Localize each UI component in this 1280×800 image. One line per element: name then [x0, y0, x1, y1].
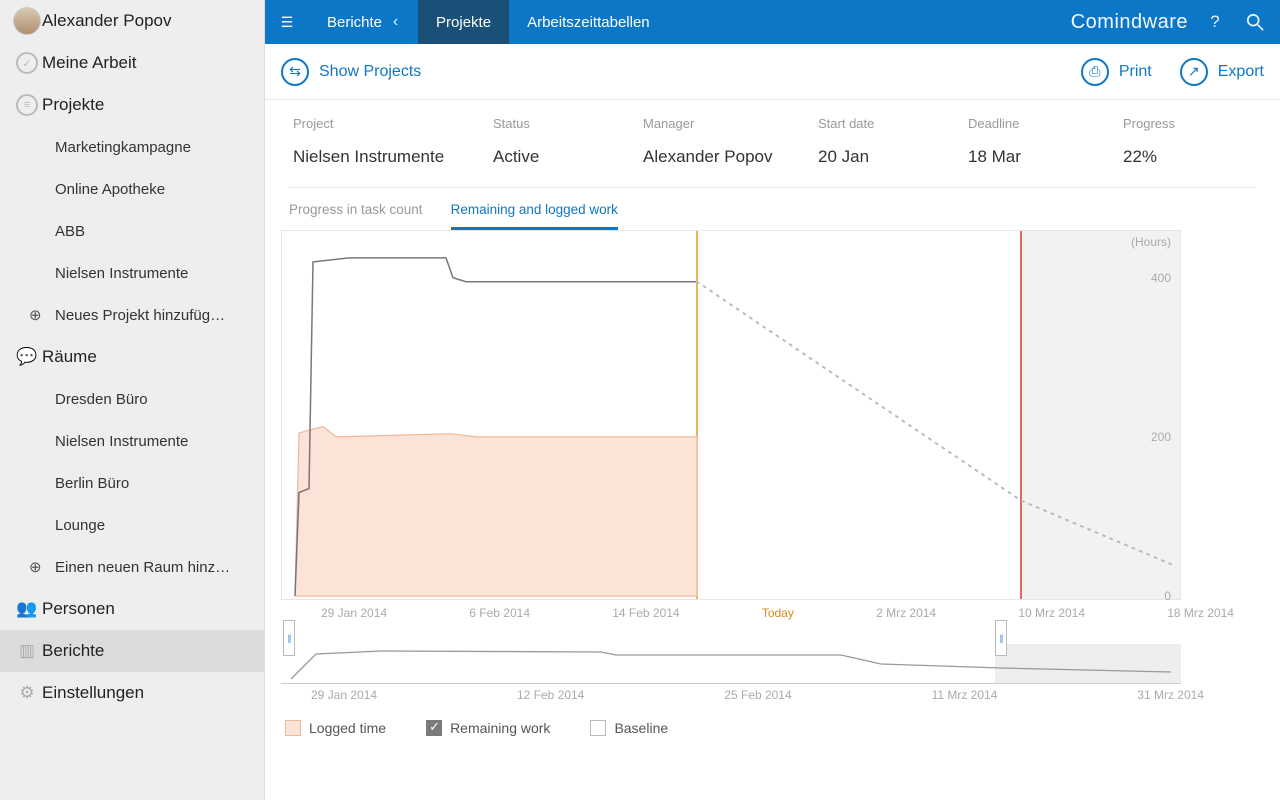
actionbar: ⇆ Show Projects ⎙ Print ↗ Export	[265, 44, 1280, 100]
sidebar-people[interactable]: 👥 Personen	[0, 588, 264, 630]
sidebar-project-item[interactable]: ABB	[0, 210, 264, 252]
sidebar-room-item[interactable]: Nielsen Instrumente	[0, 420, 264, 462]
tab-task-count[interactable]: Progress in task count	[289, 202, 423, 230]
burndown-chart: (Hours) 0 200 400 29 Jan 20146 Feb 201414 F…	[265, 230, 1280, 620]
col-project: Project	[289, 116, 489, 131]
brand-logo: Comindware	[1071, 11, 1188, 34]
chevron-left-icon: ‹	[382, 13, 400, 31]
sidebar-project-item[interactable]: Nielsen Instrumente	[0, 252, 264, 294]
print-button[interactable]: ⎙ Print	[1081, 58, 1152, 86]
sidebar-mywork-label: Meine Arbeit	[42, 53, 137, 73]
topbar-arbeitszeit[interactable]: Arbeitszeittabellen	[509, 0, 668, 44]
swatch-baseline	[590, 720, 606, 736]
list-icon: ≡	[12, 94, 42, 116]
tab-remaining-logged[interactable]: Remaining and logged work	[451, 202, 618, 230]
topbar-projekte[interactable]: Projekte	[418, 0, 509, 44]
sidebar-projects-label: Projekte	[42, 95, 104, 115]
legend-baseline: Baseline	[590, 720, 668, 736]
overview-x-axis: 29 Jan 201412 Feb 201425 Feb 201411 Mrz …	[311, 688, 1204, 702]
sidebar-people-label: Personen	[42, 599, 115, 619]
swatch-logged	[285, 720, 301, 736]
sidebar-rooms[interactable]: 💬 Räume	[0, 336, 264, 378]
sidebar-rooms-label: Räume	[42, 347, 97, 367]
sidebar-room-item[interactable]: Dresden Büro	[0, 378, 264, 420]
people-icon: 👥	[12, 598, 42, 620]
sidebar-settings[interactable]: ⚙ Einstellungen	[0, 672, 264, 714]
col-manager: Manager	[639, 116, 814, 131]
export-icon: ↗	[1180, 58, 1208, 86]
topbar-berichte[interactable]: Berichte ‹	[309, 0, 418, 44]
sidebar-reports[interactable]: ▥ Berichte	[0, 630, 264, 672]
project-table: Project Status Manager Start date Deadli…	[265, 100, 1280, 188]
col-status: Status	[489, 116, 639, 131]
filter-icon: ⇆	[281, 58, 309, 86]
hamburger-icon[interactable]: ☰	[265, 0, 309, 44]
sidebar-mywork[interactable]: ✓ Meine Arbeit	[0, 42, 264, 84]
check-icon: ✓	[12, 52, 42, 74]
sidebar-room-item[interactable]: Berlin Büro	[0, 462, 264, 504]
chart-x-axis: 29 Jan 20146 Feb 201414 Feb 2014Today2 M…	[321, 606, 1234, 620]
legend-remaining: ✓ Remaining work	[426, 720, 550, 736]
svg-text:(Hours): (Hours)	[1131, 235, 1171, 249]
chart-legend: Logged time ✓ Remaining work Baseline	[265, 702, 1280, 736]
sidebar-room-item[interactable]: Lounge	[0, 504, 264, 546]
sidebar-project-add[interactable]: ⊕ Neues Projekt hinzufüg…	[0, 294, 264, 336]
col-progress: Progress	[1119, 116, 1256, 131]
sidebar-room-add[interactable]: ⊕ Einen neuen Raum hinz…	[0, 546, 264, 588]
reports-icon: ▥	[12, 640, 42, 662]
gear-icon: ⚙	[12, 682, 42, 704]
svg-text:0: 0	[1164, 589, 1171, 600]
project-table-header: Project Status Manager Start date Deadli…	[289, 100, 1256, 141]
help-icon[interactable]: ?	[1202, 9, 1228, 35]
sidebar-project-item[interactable]: Marketingkampagne	[0, 126, 264, 168]
plus-icon: ⊕	[29, 558, 51, 576]
sidebar-settings-label: Einstellungen	[42, 683, 144, 703]
search-icon[interactable]	[1242, 9, 1268, 35]
sidebar-user[interactable]: Alexander Popov	[0, 0, 264, 42]
topbar: ☰ Berichte ‹ Projekte Arbeitszeittabelle…	[265, 0, 1280, 44]
overview-handle-left[interactable]: ||	[283, 620, 295, 656]
chart-tabs: Progress in task count Remaining and log…	[265, 188, 1280, 230]
sidebar-projects[interactable]: ≡ Projekte	[0, 84, 264, 126]
svg-text:200: 200	[1151, 430, 1171, 444]
sidebar: Alexander Popov ✓ Meine Arbeit ≡ Projekt…	[0, 0, 265, 800]
print-icon: ⎙	[1081, 58, 1109, 86]
overview-chart: || || 29 Jan 201412 Feb 201425 Feb 20141…	[265, 620, 1280, 702]
sidebar-project-item[interactable]: Online Apotheke	[0, 168, 264, 210]
show-projects-button[interactable]: ⇆ Show Projects	[281, 58, 421, 86]
avatar	[12, 7, 42, 35]
main-area: ☰ Berichte ‹ Projekte Arbeitszeittabelle…	[265, 0, 1280, 800]
overview-handle-right[interactable]: ||	[995, 620, 1007, 656]
col-deadline: Deadline	[964, 116, 1119, 131]
rooms-icon: 💬	[12, 346, 42, 368]
legend-logged: Logged time	[285, 720, 386, 736]
export-button[interactable]: ↗ Export	[1180, 58, 1264, 86]
sidebar-reports-label: Berichte	[42, 641, 104, 661]
user-name: Alexander Popov	[42, 11, 171, 31]
svg-text:400: 400	[1151, 271, 1171, 285]
col-start: Start date	[814, 116, 964, 131]
plus-icon: ⊕	[29, 306, 51, 324]
swatch-remaining: ✓	[426, 720, 442, 736]
project-table-row[interactable]: Nielsen Instrumente Active Alexander Pop…	[289, 141, 1256, 188]
